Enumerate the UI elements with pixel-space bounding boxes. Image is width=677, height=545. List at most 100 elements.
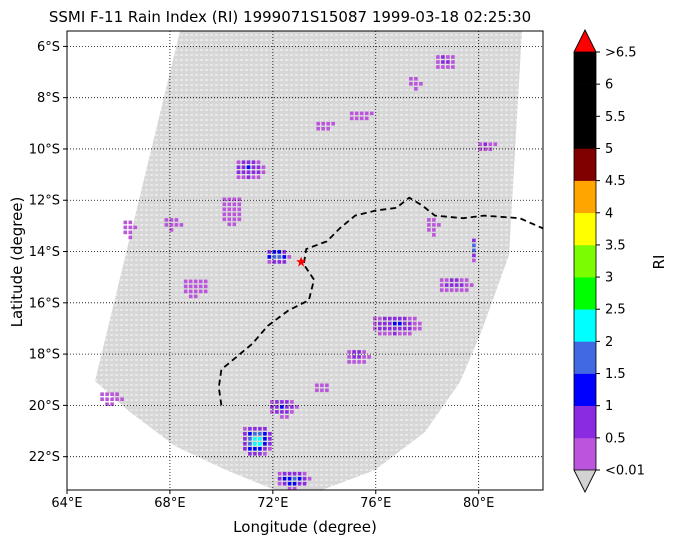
rain-pixel bbox=[403, 331, 407, 336]
rain-pixel bbox=[261, 165, 266, 169]
plot-frame bbox=[66, 30, 544, 491]
rain-pixel bbox=[287, 471, 292, 476]
rain-pixel bbox=[297, 476, 302, 481]
rain-pixel bbox=[246, 170, 251, 174]
rain-pixel bbox=[280, 410, 284, 414]
colorbar-tick-label: 4.5 bbox=[605, 174, 626, 189]
y-tick-label: 14°S bbox=[29, 245, 60, 260]
colorbar-tick-label: 6 bbox=[605, 78, 613, 93]
colorbar-tick-label: 2.5 bbox=[605, 303, 626, 318]
track-layer bbox=[217, 196, 543, 406]
rain-pixel bbox=[193, 284, 198, 289]
x-tick-label: 68°E bbox=[154, 496, 185, 511]
colorbar-tick-label: 5.5 bbox=[605, 110, 626, 125]
rain-pixel bbox=[472, 253, 476, 258]
colorbar-tick-label: >6.5 bbox=[605, 46, 637, 61]
rain-pixel bbox=[268, 432, 272, 436]
x-axis-ticks: 64°E 68°E 72°E 76°E 80°E bbox=[51, 490, 494, 511]
y-tick-label: 6°S bbox=[37, 40, 60, 55]
rain-pixel bbox=[275, 400, 279, 404]
rain-pixel bbox=[352, 350, 356, 354]
rain-pixel bbox=[439, 283, 444, 287]
rain-pixel bbox=[227, 217, 232, 222]
y-axis-label: Latitude (degree) bbox=[8, 197, 26, 328]
y-tick-label: 8°S bbox=[37, 91, 60, 106]
rain-pixel bbox=[258, 442, 262, 446]
rain-pixel bbox=[359, 116, 364, 121]
rain-pixel bbox=[287, 476, 292, 481]
rain-pixel bbox=[285, 415, 289, 419]
rain-pixel bbox=[378, 326, 382, 331]
rain-region bbox=[222, 197, 242, 227]
rain-pixel bbox=[169, 223, 174, 227]
rain-pixel bbox=[251, 175, 256, 179]
rain-pixel bbox=[393, 321, 397, 326]
rain-pixel bbox=[277, 471, 282, 476]
rain-pixel bbox=[383, 316, 387, 321]
rain-pixel bbox=[352, 355, 356, 359]
rain-pixel bbox=[451, 55, 455, 59]
rain-pixel bbox=[277, 476, 282, 481]
rain-pixel bbox=[378, 331, 382, 336]
rain-pixel bbox=[258, 427, 262, 431]
rain-region bbox=[236, 160, 266, 179]
rain-region bbox=[164, 218, 184, 232]
rain-region bbox=[243, 427, 272, 456]
rain-pixel bbox=[472, 243, 476, 248]
rain-pixel bbox=[128, 235, 133, 240]
y-axis-ticks: 6°S 8°S 10°S 12°S 14°S 16°S 18°S 20°S 22°S bbox=[29, 40, 67, 465]
rain-region bbox=[436, 55, 455, 69]
rain-pixel bbox=[256, 165, 261, 169]
rain-pixel bbox=[347, 350, 351, 354]
rain-pixel bbox=[263, 432, 267, 436]
rain-pixel bbox=[164, 218, 169, 222]
rain-pixel bbox=[315, 383, 319, 388]
rain-pixel bbox=[105, 402, 109, 406]
rain-pixel bbox=[203, 284, 208, 289]
rain-pixel bbox=[237, 207, 242, 212]
rain-pixel bbox=[256, 160, 261, 164]
rain-pixel bbox=[302, 481, 307, 486]
rain-pixel bbox=[369, 111, 374, 116]
rain-pixel bbox=[408, 326, 412, 331]
rain-pixel bbox=[267, 255, 272, 259]
rain-pixel bbox=[436, 65, 440, 69]
rain-pixel bbox=[232, 212, 237, 217]
rain-pixel bbox=[469, 283, 474, 287]
rain-pixel bbox=[282, 260, 287, 264]
rain-pixel bbox=[427, 218, 431, 222]
rain-pixel bbox=[232, 222, 237, 227]
rain-pixel bbox=[237, 212, 242, 217]
rain-pixel bbox=[100, 392, 104, 396]
y-tick-label: 18°S bbox=[29, 348, 60, 363]
rain-pixel bbox=[282, 250, 287, 254]
rain-pixel bbox=[179, 223, 184, 227]
rain-pixel bbox=[320, 388, 324, 393]
rain-pixel bbox=[383, 321, 387, 326]
rain-pixel bbox=[164, 223, 169, 227]
rain-pixel bbox=[246, 165, 251, 169]
rain-pixel bbox=[183, 289, 188, 294]
x-tick-label: 76°E bbox=[360, 496, 391, 511]
rain-pixel bbox=[227, 222, 232, 227]
rain-pixel bbox=[232, 207, 237, 212]
rain-pixel bbox=[292, 476, 297, 481]
rain-pixel bbox=[248, 437, 252, 441]
rain-pixel bbox=[441, 60, 445, 64]
rain-pixel bbox=[459, 288, 464, 292]
rain-pixel bbox=[326, 126, 330, 131]
rain-pixel bbox=[393, 326, 397, 331]
rain-pixel bbox=[441, 55, 445, 59]
rain-pixel bbox=[115, 392, 119, 396]
colorbar-segment bbox=[574, 309, 596, 342]
rain-pixel bbox=[251, 160, 256, 164]
rain-pixel bbox=[188, 289, 193, 294]
rain-pixel bbox=[128, 220, 133, 225]
rain-pixel bbox=[352, 360, 356, 364]
rain-pixel bbox=[292, 481, 297, 486]
rain-pixel bbox=[282, 476, 287, 481]
rain-pixel bbox=[472, 258, 476, 263]
colorbar-tick-label: 3 bbox=[605, 271, 613, 286]
colorbar-segment bbox=[574, 405, 596, 439]
rain-pixel bbox=[302, 471, 307, 476]
